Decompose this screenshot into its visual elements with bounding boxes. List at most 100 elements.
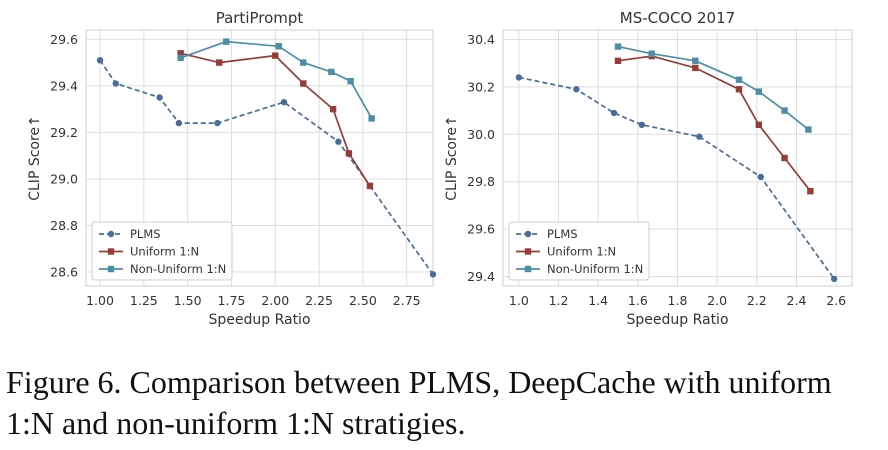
data-point — [692, 64, 699, 72]
y-axis-label: CLIP Score↑ — [444, 115, 460, 201]
legend: PLMS Uniform 1:N Non-Uniform 1:N — [91, 221, 233, 281]
legend-marker — [107, 265, 115, 273]
x-tick-label: 1.50 — [174, 293, 202, 308]
legend-marker — [524, 230, 532, 238]
data-point — [614, 43, 622, 50]
legend: PLMS Uniform 1:N Non-Uniform 1:N — [508, 221, 650, 281]
y-tick-label: 29.4 — [467, 269, 495, 284]
data-point — [366, 182, 374, 190]
plot-frame — [502, 29, 853, 287]
data-point — [755, 121, 763, 129]
x-tick-label: 2.2 — [747, 293, 767, 308]
x-tick-label: 2.75 — [393, 293, 421, 308]
data-point — [805, 126, 812, 133]
data-point — [347, 78, 354, 85]
data-point — [735, 86, 743, 93]
chart-title: MS-COCO 2017 — [620, 9, 735, 27]
legend-box — [91, 221, 233, 281]
x-tick-label: 1.2 — [549, 293, 569, 308]
series-non-uniform-1-n — [614, 43, 812, 133]
data-point — [275, 43, 282, 50]
series-plms — [96, 57, 437, 278]
data-point — [96, 57, 104, 64]
chart-title: PartiPrompt — [216, 9, 304, 27]
chart-partiprompt: 1.00 1.25 1.50 1.75 2.00 2.25 2.50 2.75 28.6 28.8… — [27, 9, 437, 328]
legend-marker — [107, 248, 115, 255]
data-point — [757, 173, 764, 181]
chart-mscoco: 1.0 1.2 1.4 1.6 1.8 2.0 2.2 2.4 2.6 29.4 29.6 29.8 3… — [444, 9, 853, 328]
data-point — [214, 119, 221, 127]
y-tick-label: 29.8 — [467, 174, 495, 189]
legend-marker — [524, 248, 532, 255]
x-tick-label: 2.25 — [305, 293, 333, 308]
x-tick-label: 1.8 — [668, 293, 688, 308]
x-tick-label: 2.6 — [826, 293, 846, 308]
data-point — [515, 74, 523, 81]
data-point — [112, 80, 119, 87]
x-tick-label: 1.25 — [130, 293, 158, 308]
data-point — [177, 50, 184, 57]
x-axis-label: Speedup Ratio — [626, 312, 728, 328]
data-point — [272, 52, 279, 59]
data-point — [830, 275, 838, 283]
y-tick-label: 30.0 — [467, 127, 495, 142]
series-uniform-1-n — [177, 50, 374, 190]
data-point — [610, 109, 618, 117]
data-point — [648, 50, 655, 57]
y-tick-label: 28.6 — [50, 265, 78, 280]
y-tick-label: 29.6 — [50, 32, 78, 47]
legend-label: PLMS — [547, 227, 578, 241]
legend-label: PLMS — [130, 227, 161, 241]
data-point — [223, 38, 230, 45]
data-point — [755, 88, 763, 95]
legend-box — [508, 221, 650, 281]
series-line — [99, 59, 434, 275]
x-tick-label: 1.0 — [509, 293, 529, 308]
data-point — [781, 107, 788, 114]
data-point — [781, 154, 788, 162]
legend-label: Non-Uniform 1:N — [547, 262, 643, 276]
data-point — [573, 86, 580, 93]
data-point — [215, 59, 223, 66]
data-point — [335, 138, 342, 145]
data-point — [329, 105, 337, 113]
data-point — [735, 76, 743, 83]
data-point — [696, 133, 703, 140]
y-axis-label: CLIP Score↑ — [27, 115, 43, 201]
figure-caption: Figure 6. Comparison between PLMS, DeepC… — [6, 364, 832, 441]
x-tick-label: 1.6 — [628, 293, 648, 308]
data-point — [692, 57, 699, 65]
x-tick-label: 2.0 — [707, 293, 727, 308]
series-non-uniform-1-n — [177, 38, 375, 122]
legend-marker — [524, 265, 532, 273]
data-point — [175, 119, 183, 127]
data-point — [614, 57, 622, 65]
figure: 1.00 1.25 1.50 1.75 2.00 2.25 2.50 2.75 28.6 28.8… — [27, 9, 853, 328]
data-point — [280, 98, 288, 106]
y-tick-label: 28.8 — [50, 218, 78, 233]
x-axis-label: Speedup Ratio — [208, 312, 310, 328]
x-tick-label: 2.4 — [787, 293, 807, 308]
legend-label: Uniform 1:N — [130, 245, 199, 259]
data-point — [368, 115, 375, 122]
data-point — [177, 54, 184, 62]
y-tick-label: 29.0 — [50, 171, 78, 186]
data-point — [807, 187, 814, 195]
legend-label: Uniform 1:N — [547, 245, 616, 259]
plot-frame — [85, 29, 434, 287]
data-point — [429, 271, 437, 278]
data-point — [300, 80, 307, 87]
data-point — [156, 94, 163, 101]
data-point — [300, 59, 307, 66]
y-tick-label: 29.6 — [467, 222, 495, 237]
x-tick-label: 1.75 — [218, 293, 246, 308]
data-point — [638, 121, 646, 129]
data-point — [345, 150, 353, 157]
x-tick-label: 1.00 — [86, 293, 114, 308]
x-tick-label: 2.50 — [349, 293, 377, 308]
legend-marker — [107, 230, 115, 238]
data-point — [328, 68, 335, 76]
legend-label: Non-Uniform 1:N — [130, 262, 226, 276]
y-tick-label: 30.4 — [467, 32, 495, 47]
x-tick-label: 2.00 — [261, 293, 289, 308]
